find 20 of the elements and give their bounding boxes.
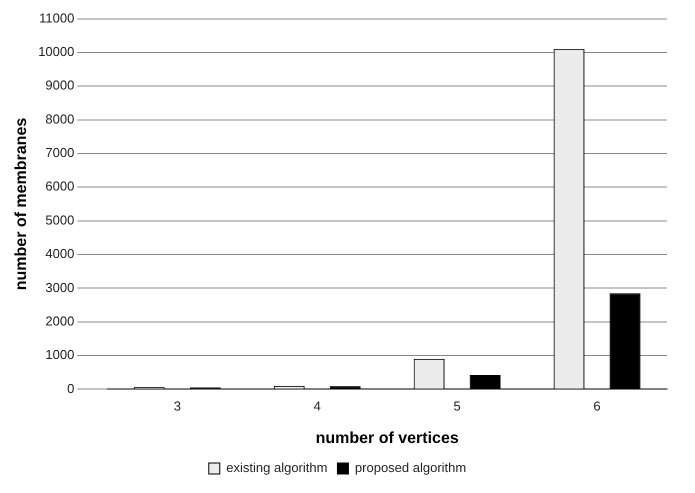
- y-tick-label: 0: [67, 380, 74, 396]
- y-tick-label: 6000: [45, 178, 74, 194]
- y-tick-label: 11000: [39, 10, 74, 26]
- x-tick-label: 6: [593, 398, 601, 414]
- x-tick-label: 4: [314, 398, 321, 414]
- y-tick-label: 2000: [45, 313, 74, 328]
- y-tick-label: 5000: [45, 212, 74, 228]
- y-tick-label: 3000: [45, 280, 74, 295]
- x-axis-title: number of vertices: [316, 430, 459, 447]
- y-tick-label: 1000: [45, 347, 74, 362]
- legend-label: existing algorithm: [226, 460, 328, 476]
- x-tick-label: 5: [454, 398, 461, 414]
- legend-label: proposed algorithm: [354, 460, 466, 476]
- y-tick-label: 7000: [45, 145, 74, 160]
- y-axis-title: number of membranes: [13, 118, 30, 290]
- y-tick-label: 9000: [45, 78, 74, 93]
- y-tick-label: 8000: [45, 111, 74, 126]
- x-tick-label: 3: [174, 398, 181, 414]
- y-tick-label: 10000: [38, 44, 74, 60]
- y-tick-label: 4000: [45, 246, 74, 262]
